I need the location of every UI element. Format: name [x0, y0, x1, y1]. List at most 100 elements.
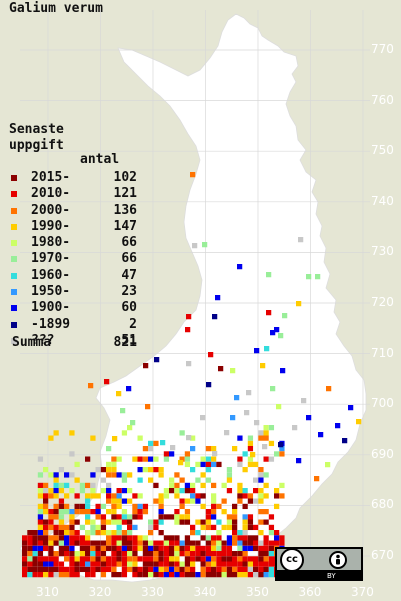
- occurrence-square: [90, 530, 96, 536]
- occurrence-square: [85, 493, 91, 499]
- occurrence-square: [95, 545, 101, 552]
- occurrence-square: [106, 561, 112, 567]
- occurrence-square: [121, 561, 128, 567]
- occurrence-square: [247, 435, 254, 441]
- occurrence-square: [85, 566, 91, 573]
- occurrence-square: [270, 330, 276, 336]
- occurrence-square: [121, 498, 128, 504]
- occurrence-square: [226, 540, 233, 546]
- occurrence-square: [179, 551, 185, 557]
- cc-by-license-badge[interactable]: cc BY: [275, 547, 363, 581]
- occurrence-square: [263, 545, 269, 552]
- occurrence-square: [237, 545, 243, 552]
- occurrence-square: [253, 540, 259, 546]
- occurrence-square: [106, 472, 112, 478]
- occurrence-square: [116, 524, 122, 531]
- occurrence-square: [111, 556, 117, 562]
- occurrence-square: [237, 498, 243, 504]
- occurrence-square: [58, 514, 65, 520]
- occurrence-square: [32, 572, 38, 578]
- occurrence-square: [48, 488, 54, 494]
- occurrence-square: [79, 540, 86, 546]
- legend-swatch: [11, 240, 17, 247]
- occurrence-square: [127, 530, 133, 536]
- occurrence-square: [174, 556, 180, 562]
- occurrence-square: [174, 514, 180, 520]
- occurrence-square: [69, 530, 75, 536]
- occurrence-square: [58, 498, 65, 504]
- legend-count: 47: [121, 267, 137, 283]
- occurrence-square: [142, 540, 149, 546]
- occurrence-square: [274, 488, 280, 494]
- occurrence-square: [206, 382, 212, 388]
- occurrence-square: [148, 524, 154, 531]
- occurrence-square: [205, 514, 212, 520]
- occurrence-square: [200, 561, 206, 567]
- occurrence-square: [148, 545, 154, 552]
- northing-label: 680: [371, 497, 394, 512]
- occurrence-square: [342, 438, 348, 444]
- occurrence-square: [202, 242, 208, 248]
- occurrence-square: [53, 530, 59, 536]
- occurrence-square: [205, 556, 212, 562]
- occurrence-square: [218, 366, 224, 372]
- occurrence-square: [85, 572, 91, 578]
- occurrence-square: [158, 561, 164, 567]
- person-icon: [329, 551, 347, 569]
- occurrence-square: [174, 572, 180, 578]
- occurrence-square: [137, 456, 143, 462]
- occurrence-square: [43, 509, 49, 515]
- occurrence-square: [116, 498, 122, 504]
- easting-label: 370: [351, 585, 374, 599]
- occurrence-square: [163, 566, 170, 573]
- occurrence-square: [200, 415, 206, 421]
- occurrence-square: [174, 561, 180, 567]
- occurrence-square: [74, 493, 80, 499]
- occurrence-square: [216, 556, 222, 562]
- occurrence-square: [221, 556, 227, 562]
- occurrence-square: [258, 467, 264, 473]
- legend-label: 2000-: [31, 202, 71, 218]
- northing-label: 710: [371, 345, 394, 360]
- occurrence-square: [263, 509, 269, 515]
- occurrence-square: [111, 493, 117, 499]
- occurrence-square: [274, 451, 280, 457]
- occurrence-square: [121, 472, 128, 478]
- occurrence-square: [95, 514, 101, 520]
- legend-title-line1: Senaste: [9, 122, 64, 137]
- occurrence-square: [268, 566, 275, 573]
- occurrence-square: [200, 545, 206, 552]
- occurrence-square: [247, 556, 254, 562]
- occurrence-square: [69, 545, 75, 552]
- occurrence-square: [184, 561, 191, 567]
- occurrence-square: [90, 519, 96, 525]
- occurrence-square: [190, 551, 196, 557]
- occurrence-square: [221, 566, 227, 573]
- occurrence-square: [226, 467, 233, 473]
- northing-label: 770: [371, 42, 394, 56]
- occurrence-square: [100, 556, 107, 562]
- occurrence-square: [58, 561, 65, 567]
- occurrence-square: [258, 572, 264, 578]
- occurrence-square: [53, 430, 59, 436]
- occurrence-square: [153, 467, 159, 473]
- occurrence-square: [69, 551, 75, 557]
- occurrence-square: [195, 572, 201, 578]
- occurrence-square: [111, 514, 117, 520]
- occurrence-square: [43, 524, 49, 531]
- occurrence-square: [85, 540, 91, 546]
- occurrence-square: [90, 545, 96, 552]
- occurrence-square: [104, 379, 110, 385]
- occurrence-square: [106, 446, 112, 452]
- occurrence-square: [264, 346, 270, 352]
- occurrence-square: [142, 561, 149, 567]
- occurrence-square: [174, 519, 180, 525]
- occurrence-square: [234, 395, 240, 401]
- northing-label: 750: [371, 143, 394, 158]
- occurrence-square: [74, 572, 80, 578]
- occurrence-square: [190, 467, 196, 473]
- occurrence-square: [179, 514, 185, 520]
- occurrence-square: [268, 545, 275, 552]
- occurrence-square: [95, 503, 101, 510]
- occurrence-square: [174, 545, 180, 552]
